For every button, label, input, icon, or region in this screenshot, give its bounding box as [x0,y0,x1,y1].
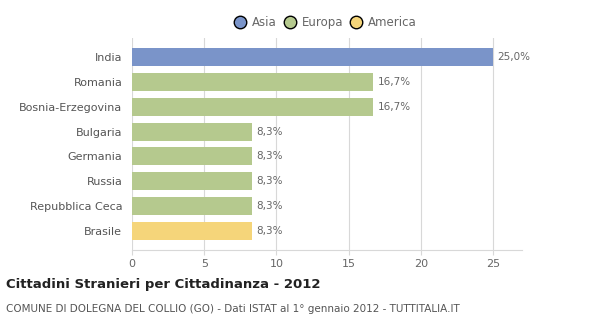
Text: 16,7%: 16,7% [377,102,410,112]
Text: 8,3%: 8,3% [256,127,283,137]
Bar [132,172,252,190]
Bar [132,123,252,140]
Legend: Asia, Europa, America: Asia, Europa, America [233,12,421,33]
Text: 8,3%: 8,3% [256,226,283,236]
Text: COMUNE DI DOLEGNA DEL COLLIO (GO) - Dati ISTAT al 1° gennaio 2012 - TUTTITALIA.I: COMUNE DI DOLEGNA DEL COLLIO (GO) - Dati… [6,304,460,314]
Text: Cittadini Stranieri per Cittadinanza - 2012: Cittadini Stranieri per Cittadinanza - 2… [6,278,320,292]
Text: 8,3%: 8,3% [256,151,283,161]
Bar [132,197,252,215]
Text: 16,7%: 16,7% [377,77,410,87]
Bar [132,48,493,66]
Bar [132,98,373,116]
Bar [132,148,252,165]
Text: 8,3%: 8,3% [256,201,283,211]
Text: 25,0%: 25,0% [497,52,530,62]
Text: 8,3%: 8,3% [256,176,283,186]
Bar [132,222,252,240]
Bar [132,73,373,91]
